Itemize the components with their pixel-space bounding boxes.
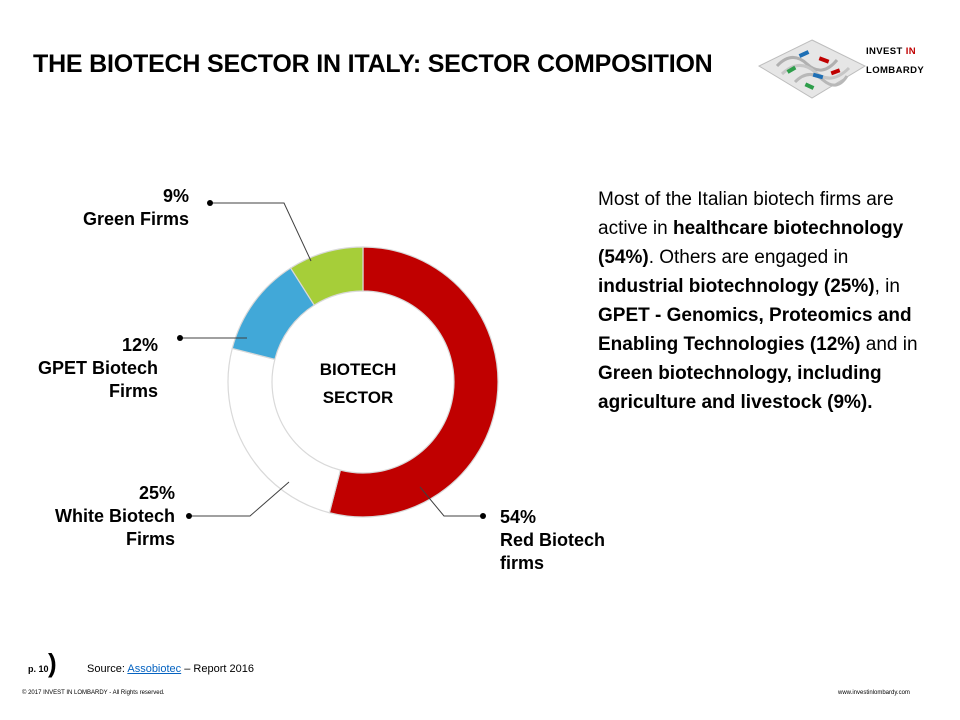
desc-bold-3: GPET - Genomics, Proteomics and Enabling… [598,305,912,355]
description-text: Most of the Italian biotech firms are ac… [598,185,938,417]
center-label-line2: SECTOR [322,388,394,407]
desc-part-1: Most of the Italian biotech firms are ac… [598,189,894,239]
slice-label-green: 9% Green Firms [83,185,189,231]
slice-name-white-2: Firms [125,529,175,549]
slice-name-gpet-1: GPET Biotech [37,358,158,378]
donut-slice-red [328,246,499,518]
leader-dot-red [480,513,486,519]
brand-in: IN [905,46,917,57]
brand-logo-text: INVEST IN LOMBARDY [866,42,924,80]
page-number: p. 10 [28,664,49,674]
slice-value-green: 9% [162,186,189,206]
slice-label-red: 54% Red Biotech firms [500,506,605,575]
leader-line-white [189,481,290,517]
desc-part-4: and in [860,334,918,355]
desc-bold-1: healthcare biotechnology (54%) [598,218,904,268]
slice-label-gpet: 12% GPET Biotech Firms [38,334,158,403]
donut-slice-green [289,246,364,306]
logo-graphic [757,39,867,99]
website-link[interactable]: www.investinlombardy.com [838,690,910,696]
center-label-line1: BIOTECH [319,360,397,379]
desc-part-3: , in [874,276,900,297]
brand-lombardy: LOMBARDY [866,65,925,76]
desc-part-2: . Others are engaged in [648,247,849,268]
copyright-text: © 2017 INVEST IN LOMBARDY - All Rights r… [22,690,165,696]
leader-dot-gpet [177,335,183,341]
slice-name-red-2: firms [500,553,545,573]
leader-dot-green [207,200,213,206]
source-note: Source: Assobiotec – Report 2016 [87,663,254,675]
source-link[interactable]: Assobiotec [127,663,182,675]
slice-label-white: 25% White Biotech Firms [55,482,175,551]
slice-value-gpet: 12% [121,335,158,355]
source-suffix: – Report 2016 [181,663,254,675]
slice-value-red: 54% [500,507,537,527]
page-number-bracket: ) [48,648,57,678]
slice-name-red-1: Red Biotech [500,530,606,550]
page-title: THE BIOTECH SECTOR IN ITALY: SECTOR COMP… [33,50,713,78]
slice-value-white: 25% [138,483,175,503]
desc-bold-2: industrial biotechnology (25%) [598,276,875,297]
desc-bold-4: Green biotechnology, including agricultu… [598,363,882,413]
slice-name-gpet-2: Firms [108,381,158,401]
chart-center-label: BIOTECH SECTOR [306,356,410,412]
leader-line-green [210,202,312,262]
source-prefix: Source: [87,663,128,675]
slice-name-white-1: White Biotech [55,506,175,526]
leader-line-red [419,486,483,517]
slice-name-green: Green Firms [82,209,189,229]
leader-dot-white [186,513,192,519]
brand-invest: INVEST [866,46,906,57]
